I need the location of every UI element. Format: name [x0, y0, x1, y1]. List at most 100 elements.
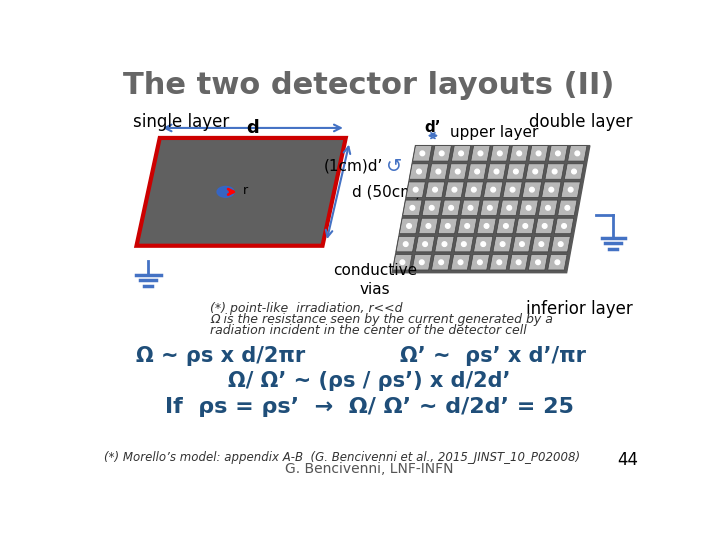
Text: upper layer: upper layer [451, 125, 539, 140]
Circle shape [426, 224, 431, 228]
Circle shape [565, 206, 570, 210]
Circle shape [423, 242, 428, 246]
Polygon shape [503, 182, 522, 198]
Circle shape [442, 242, 447, 246]
Polygon shape [558, 200, 577, 215]
Polygon shape [500, 200, 519, 215]
Polygon shape [419, 218, 438, 234]
Text: d (50cm): d (50cm) [352, 184, 421, 199]
Polygon shape [484, 182, 503, 198]
Polygon shape [554, 218, 574, 234]
Circle shape [417, 169, 421, 174]
Polygon shape [392, 146, 590, 273]
Polygon shape [493, 237, 512, 252]
Text: Ω is the resistance seen by the current generated by a: Ω is the resistance seen by the current … [210, 313, 553, 326]
Circle shape [403, 242, 408, 246]
Circle shape [539, 242, 544, 246]
Polygon shape [549, 146, 567, 161]
Polygon shape [406, 182, 426, 198]
Circle shape [520, 242, 524, 246]
Text: d: d [246, 119, 259, 137]
Polygon shape [400, 218, 419, 234]
Polygon shape [451, 146, 471, 161]
Circle shape [552, 169, 557, 174]
Circle shape [530, 187, 534, 192]
Polygon shape [428, 164, 448, 179]
Polygon shape [435, 237, 454, 252]
Polygon shape [412, 254, 431, 270]
Polygon shape [474, 237, 493, 252]
Circle shape [523, 224, 528, 228]
Polygon shape [448, 164, 467, 179]
Ellipse shape [217, 186, 234, 197]
Polygon shape [564, 164, 584, 179]
Circle shape [536, 260, 540, 265]
Text: d’: d’ [425, 120, 441, 135]
Polygon shape [441, 200, 461, 215]
Polygon shape [396, 237, 415, 252]
Circle shape [400, 260, 405, 265]
Text: The two detector layouts (II): The two detector layouts (II) [123, 71, 615, 100]
Polygon shape [513, 237, 531, 252]
Polygon shape [451, 254, 470, 270]
Text: (1cm)d’: (1cm)d’ [323, 159, 383, 174]
Polygon shape [392, 254, 412, 270]
Polygon shape [490, 254, 509, 270]
Polygon shape [541, 182, 561, 198]
Circle shape [477, 260, 482, 265]
Polygon shape [506, 164, 526, 179]
Polygon shape [519, 200, 539, 215]
Polygon shape [426, 182, 445, 198]
Polygon shape [522, 182, 541, 198]
Text: radiation incident in the center of the detector cell: radiation incident in the center of the … [210, 323, 527, 336]
Circle shape [533, 169, 538, 174]
Circle shape [497, 260, 502, 265]
Circle shape [436, 169, 441, 174]
Polygon shape [548, 254, 567, 270]
Polygon shape [480, 200, 500, 215]
Circle shape [513, 169, 518, 174]
Polygon shape [545, 164, 564, 179]
Text: conductive
vias: conductive vias [333, 264, 418, 297]
Circle shape [462, 242, 466, 246]
Circle shape [555, 260, 559, 265]
Text: G. Bencivenni, LNF-INFN: G. Bencivenni, LNF-INFN [284, 462, 454, 476]
Polygon shape [509, 254, 528, 270]
Polygon shape [445, 182, 464, 198]
Polygon shape [529, 146, 548, 161]
Circle shape [507, 206, 511, 210]
Circle shape [413, 187, 418, 192]
Circle shape [474, 169, 480, 174]
Text: inferior layer: inferior layer [526, 300, 632, 318]
Circle shape [481, 242, 485, 246]
Circle shape [536, 151, 541, 156]
Circle shape [452, 187, 456, 192]
Text: Ω/ Ω’ ~ (ρs / ρs’) x d/2d’: Ω/ Ω’ ~ (ρs / ρs’) x d/2d’ [228, 372, 510, 392]
Circle shape [433, 187, 437, 192]
Polygon shape [470, 254, 490, 270]
Polygon shape [422, 200, 441, 215]
Polygon shape [432, 146, 451, 161]
Polygon shape [413, 146, 432, 161]
Circle shape [549, 187, 554, 192]
Polygon shape [454, 237, 474, 252]
Circle shape [503, 224, 508, 228]
Circle shape [559, 242, 563, 246]
Circle shape [517, 151, 521, 156]
Circle shape [575, 151, 580, 156]
Text: (*) point-like  irradiation, r<<d: (*) point-like irradiation, r<<d [210, 302, 402, 315]
Circle shape [556, 151, 560, 156]
Circle shape [420, 260, 424, 265]
Circle shape [542, 224, 547, 228]
Circle shape [420, 151, 425, 156]
Polygon shape [496, 218, 516, 234]
Circle shape [449, 206, 454, 210]
Polygon shape [510, 146, 529, 161]
Polygon shape [461, 200, 480, 215]
Circle shape [510, 187, 515, 192]
Circle shape [407, 224, 411, 228]
Text: If  ρs = ρs’  →  Ω/ Ω’ ~ d/2d’ = 25: If ρs = ρs’ → Ω/ Ω’ ~ d/2d’ = 25 [165, 397, 573, 417]
Circle shape [410, 206, 415, 210]
Text: Ω’ ~  ρs’ x d’/πr: Ω’ ~ ρs’ x d’/πr [400, 346, 586, 366]
Polygon shape [415, 237, 435, 252]
